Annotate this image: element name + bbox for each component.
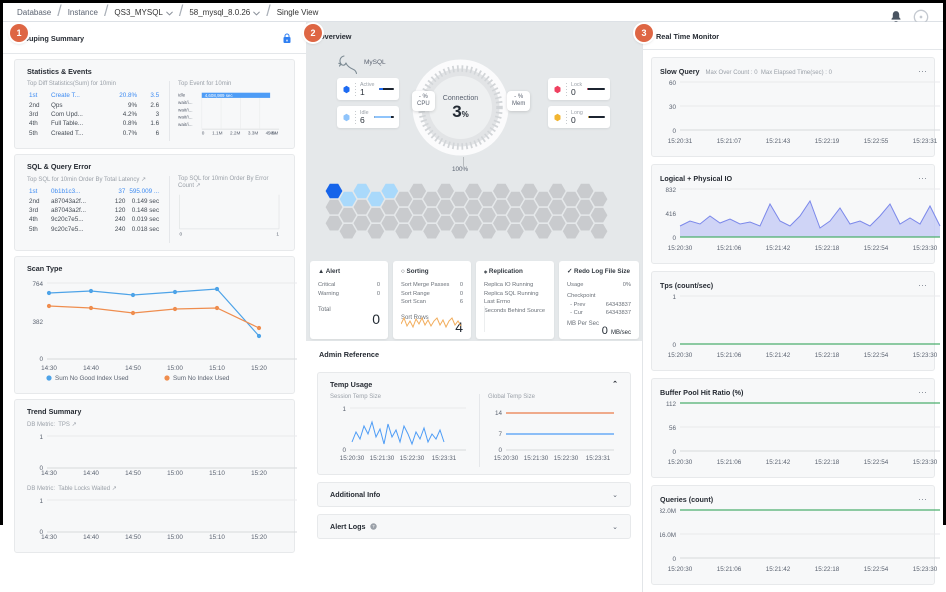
svg-text:Sum No Good Index Used: Sum No Good Index Used [55,375,129,381]
svg-text:15:21:42: 15:21:42 [766,245,791,252]
svg-text:15:22:54: 15:22:54 [864,245,889,252]
svg-text:15:00: 15:00 [167,534,183,540]
svg-text:15:21:06: 15:21:06 [717,245,742,252]
svg-text:15:20:30: 15:20:30 [494,455,519,462]
svg-text:0: 0 [39,356,43,363]
svg-text:15:20:30: 15:20:30 [668,352,693,359]
svg-text:wait/i...: wait/i... [178,100,193,105]
svg-text:15:20:30: 15:20:30 [668,566,693,573]
svg-text:382: 382 [32,319,43,326]
svg-text:0: 0 [672,449,676,456]
svg-text:0: 0 [179,232,182,237]
svg-text:7: 7 [498,431,502,438]
svg-text:15:22:54: 15:22:54 [864,566,889,573]
svg-text:14:40: 14:40 [83,365,99,372]
svg-text:16.0M: 16.0M [660,532,676,539]
svg-text:5.5M: 5.5M [268,130,278,135]
svg-text:15:21:42: 15:21:42 [766,352,791,359]
svg-text:15:20:31: 15:20:31 [668,138,693,145]
svg-text:14:30: 14:30 [41,470,57,476]
svg-text:14:50: 14:50 [125,365,141,372]
svg-text:Sum No Index Used: Sum No Index Used [173,375,230,381]
svg-text:15:22:18: 15:22:18 [815,352,840,359]
svg-text:14:50: 14:50 [125,534,141,540]
svg-text:15:22:54: 15:22:54 [864,459,889,466]
svg-text:56: 56 [669,425,677,432]
svg-text:15:22:54: 15:22:54 [864,352,889,359]
svg-text:15:22:30: 15:22:30 [400,455,425,462]
svg-text:2.2M: 2.2M [230,130,240,135]
svg-text:15:22:55: 15:22:55 [864,138,889,145]
svg-text:15:20: 15:20 [251,534,267,540]
svg-text:15:21:06: 15:21:06 [717,566,742,573]
svg-text:30: 30 [669,104,677,111]
svg-text:wait/i...: wait/i... [178,122,193,127]
svg-text:15:21:42: 15:21:42 [766,459,791,466]
svg-text:0: 0 [672,556,676,563]
svg-text:14:50: 14:50 [125,470,141,476]
svg-text:15:10: 15:10 [209,470,225,476]
svg-text:15:21:06: 15:21:06 [717,352,742,359]
svg-text:Connection: Connection [443,95,479,102]
svg-text:14:40: 14:40 [83,534,99,540]
svg-text:14:30: 14:30 [41,534,57,540]
svg-text:14: 14 [495,410,503,417]
svg-text:112: 112 [666,401,677,408]
svg-text:wait/i...: wait/i... [178,107,193,112]
svg-text:15:22:18: 15:22:18 [815,459,840,466]
svg-text:14:40: 14:40 [83,470,99,476]
svg-text:15:20:30: 15:20:30 [340,455,365,462]
svg-text:idle: idle [178,92,186,97]
svg-text:14:30: 14:30 [41,365,57,372]
svg-text:15:22:19: 15:22:19 [815,138,840,145]
svg-text:15:21:30: 15:21:30 [370,455,395,462]
svg-text:wait/i...: wait/i... [178,115,193,120]
svg-text:1: 1 [672,294,676,301]
svg-text:15:23:30: 15:23:30 [913,459,938,466]
svg-text:15:22:30: 15:22:30 [554,455,579,462]
svg-text:1: 1 [39,434,43,441]
svg-text:3.3M: 3.3M [248,130,258,135]
svg-text:15:22:18: 15:22:18 [815,245,840,252]
svg-text:15:10: 15:10 [209,365,225,372]
svg-text:832: 832 [665,187,676,194]
svg-text:15:21:30: 15:21:30 [524,455,549,462]
svg-text:15:23:30: 15:23:30 [913,245,938,252]
svg-text:15:23:31: 15:23:31 [913,138,938,145]
svg-text:15:20: 15:20 [251,365,267,372]
svg-text:1.1M: 1.1M [212,130,222,135]
svg-text:0: 0 [202,130,205,135]
svg-text:1: 1 [342,406,346,413]
svg-text:0: 0 [342,447,346,454]
svg-text:0: 0 [672,342,676,349]
svg-text:0: 0 [498,447,502,454]
svg-text:32.0M: 32.0M [660,508,676,515]
svg-text:15:23:30: 15:23:30 [913,566,938,573]
svg-text:15:21:42: 15:21:42 [766,566,791,573]
svg-text:15:20:30: 15:20:30 [668,245,693,252]
svg-text:764: 764 [32,281,43,288]
svg-text:15:20:30: 15:20:30 [668,459,693,466]
svg-text:15:21:43: 15:21:43 [766,138,791,145]
svg-text:0: 0 [672,128,676,135]
svg-text:15:23:31: 15:23:31 [432,455,457,462]
svg-text:60: 60 [669,80,677,87]
svg-text:15:20: 15:20 [251,470,267,476]
svg-text:15:21:06: 15:21:06 [717,459,742,466]
svg-text:4,608,989 sec: 4,608,989 sec [205,93,234,98]
svg-text:1: 1 [276,232,279,237]
svg-text:15:00: 15:00 [167,365,183,372]
svg-text:0: 0 [672,235,676,242]
svg-text:15:23:30: 15:23:30 [913,352,938,359]
svg-text:15:22:18: 15:22:18 [815,566,840,573]
svg-text:15:21:07: 15:21:07 [717,138,742,145]
svg-text:15:00: 15:00 [167,470,183,476]
svg-text:416: 416 [665,211,676,218]
svg-text:15:23:31: 15:23:31 [586,455,611,462]
svg-text:1: 1 [39,498,43,505]
svg-text:15:10: 15:10 [209,534,225,540]
